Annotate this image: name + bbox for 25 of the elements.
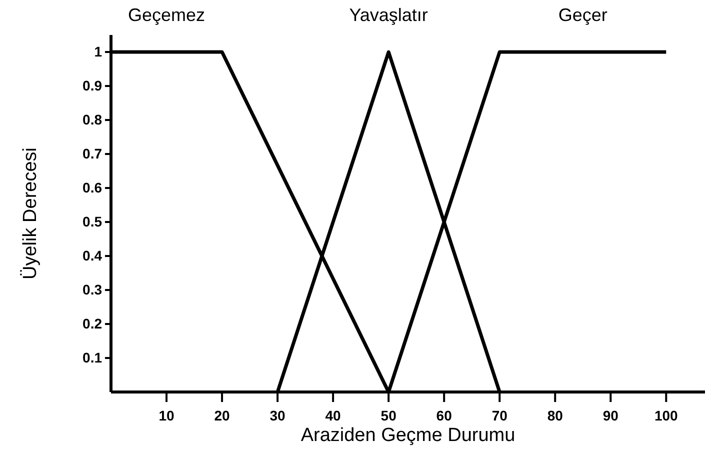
x-tick-label: 20 [214, 407, 230, 424]
x-tick-label: 80 [547, 407, 564, 424]
y-tick-label: 0.7 [82, 145, 102, 162]
y-axis-title: Üyelik Derecesi [20, 148, 41, 280]
y-tick-label: 0.1 [82, 349, 102, 366]
x-tick-label: 100 [654, 407, 678, 424]
y-tick-label: 0.8 [82, 111, 102, 128]
y-tick-label: 0.4 [82, 247, 102, 264]
y-tick-label: 0.5 [82, 213, 102, 230]
x-tick-label: 10 [158, 407, 175, 424]
y-tick-label: 0.9 [82, 77, 102, 94]
series-label: Geçer [558, 5, 608, 25]
y-tick-label: 0.2 [82, 315, 102, 332]
y-tick-label: 0.6 [82, 179, 102, 196]
series-label: Geçemez [128, 5, 206, 25]
x-tick-label: 70 [492, 407, 508, 424]
x-tick-label: 90 [602, 407, 619, 424]
x-tick-label: 60 [436, 407, 452, 424]
x-tick-label: 40 [325, 407, 342, 424]
x-tick-label: 50 [380, 407, 397, 424]
y-tick-label: 1 [94, 43, 102, 60]
text: Yavaşlatır [349, 5, 428, 25]
x-axis-title: Araziden Geçme Durumu [300, 425, 516, 446]
x-tick-label: 30 [270, 407, 286, 424]
y-tick-label: 0.3 [82, 281, 102, 298]
